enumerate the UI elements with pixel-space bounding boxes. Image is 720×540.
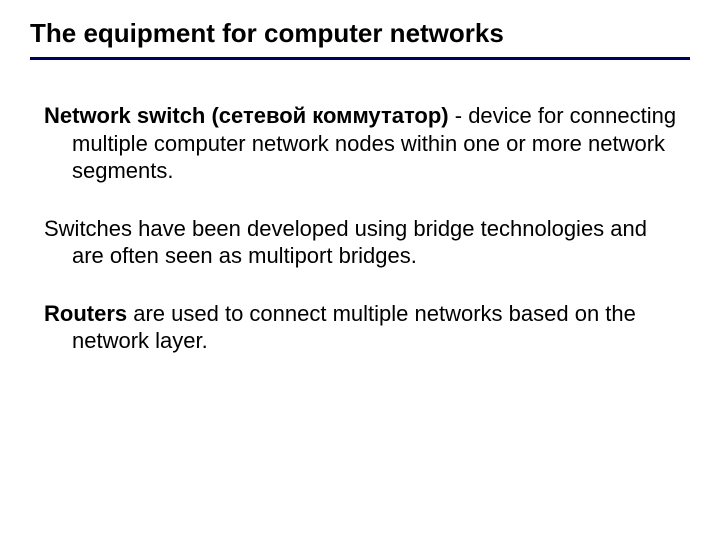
slide: The equipment for computer networks Netw… [0, 0, 720, 540]
term-routers: Routers [44, 301, 127, 326]
paragraph-2: Switches have been developed using bridg… [44, 215, 680, 270]
paragraph-3-text: are used to connect multiple networks ba… [72, 301, 636, 354]
term-network-switch: Network switch (сетевой коммутатор) [44, 103, 449, 128]
slide-title: The equipment for computer networks [30, 18, 690, 60]
paragraph-3: Routers are used to connect multiple net… [44, 300, 680, 355]
paragraph-1: Network switch (сетевой коммутатор) - de… [44, 102, 680, 185]
slide-body: Network switch (сетевой коммутатор) - de… [30, 102, 690, 355]
